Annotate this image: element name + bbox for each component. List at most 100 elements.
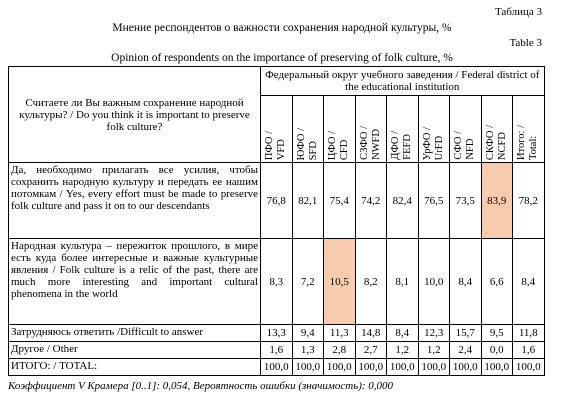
column-label-ru: УрФО / — [421, 126, 433, 160]
column-label: ЦФО / CFD — [327, 131, 351, 160]
row-label: Народная культура – пережиток прошлого, … — [8, 238, 261, 325]
cell: 2,8 — [323, 341, 356, 359]
footnote: Коэффициент V Крамера [0..1]: 0,054, Вер… — [8, 380, 394, 392]
cell: 0,0 — [480, 341, 513, 359]
cell: 14,8 — [354, 324, 387, 342]
cell: 8,3 — [260, 238, 293, 325]
cell: 8,1 — [386, 238, 419, 325]
column-label: ЮФО / SFD — [296, 128, 320, 160]
column-label-ru: СКФО / — [484, 124, 496, 160]
cell: 6,6 — [480, 238, 513, 325]
table-row: ИТОГО: / TOTAL: 100,0 100,0 100,0 100,0 100,0… — [8, 358, 545, 376]
column-label-en: FEFD — [402, 134, 414, 160]
cell: 2,4 — [449, 341, 482, 359]
column-header: ЮФО / SFD — [291, 95, 324, 163]
cell: 11,8 — [512, 324, 545, 342]
column-label-en: VFD — [276, 138, 288, 160]
cell: 82,1 — [291, 162, 324, 239]
column-label-en: NFD — [465, 138, 477, 160]
cell: 9,4 — [291, 324, 324, 342]
cell: 7,2 — [291, 238, 324, 325]
column-label-en: Total: — [528, 135, 540, 160]
cell: 12,3 — [417, 324, 450, 342]
cell: 82,4 — [386, 162, 419, 239]
row-label: Да, необходимо прилагать все усилия, что… — [8, 162, 261, 239]
column-label-ru: ЮФО / — [295, 127, 307, 160]
title: Мнение респондентов о важности сохранени… — [112, 22, 452, 34]
column-label-ru: СЗФО / — [358, 126, 370, 160]
cell: 8,4 — [386, 324, 419, 342]
table-row: Да, необходимо прилагать все усилия, что… — [8, 162, 545, 239]
cell: 78,2 — [512, 162, 545, 239]
cell: 13,3 — [260, 324, 293, 342]
column-header: ПФО / VFD — [260, 95, 293, 163]
cell: 75,4 — [323, 162, 356, 239]
column-label-en: NWFD — [370, 129, 382, 160]
row-label: ИТОГО: / TOTAL: — [8, 358, 261, 376]
column-label-ru: ЦФО / — [327, 130, 339, 160]
column-header: СФО / NFD — [449, 95, 482, 163]
column-label: УрФО / UrFD — [422, 127, 446, 160]
cell: 8,2 — [354, 238, 387, 325]
cell: 100,0 — [449, 358, 482, 376]
cell: 1,2 — [417, 341, 450, 359]
cell: 10,0 — [417, 238, 450, 325]
cell: 1,6 — [512, 341, 545, 359]
column-header: СЗФО / NWFD — [354, 95, 387, 163]
cell: 1,6 — [260, 341, 293, 359]
caption: Таблица 3 — [494, 6, 542, 18]
group-header: Федеральный округ учебного заведения / F… — [260, 66, 545, 96]
cell: 100,0 — [386, 358, 419, 376]
cell: 100,0 — [354, 358, 387, 376]
column-label: СФО / NFD — [453, 131, 477, 160]
column-header: УрФО / UrFD — [417, 95, 450, 163]
column-label: СЗФО / NWFD — [359, 126, 383, 160]
column-header: Итого: / Total: — [512, 95, 545, 163]
cell: 76,5 — [417, 162, 450, 239]
cell: 1,2 — [386, 341, 419, 359]
row-label: Другое / Other — [8, 341, 261, 359]
question: Считаете ли Вы важным сохранение народно… — [8, 66, 261, 163]
caption: Table 3 — [509, 37, 542, 49]
table-row: Народная культура – пережиток прошлого, … — [8, 238, 545, 325]
column-header: ДФО / FEFD — [386, 95, 419, 163]
table-row: Другое / Other 1,6 1,3 2,8 2,7 1,2 1,2 2,4 0,0 1,… — [8, 341, 545, 359]
cell: 10,5 — [323, 238, 356, 325]
cell: 15,7 — [449, 324, 482, 342]
cell: 100,0 — [291, 358, 324, 376]
cell: 2,7 — [354, 341, 387, 359]
column-label: ПФО / VFD — [264, 131, 288, 160]
cell: 8,4 — [449, 238, 482, 325]
row-label: Затрудняюсь ответить /Difficult to answe… — [8, 324, 261, 342]
cell: 100,0 — [480, 358, 513, 376]
column-header: ЦФО / CFD — [323, 95, 356, 163]
column-label-en: NCFD — [496, 131, 508, 160]
column-label-ru: ДФО / — [390, 131, 402, 160]
column-label-en: CFD — [339, 139, 351, 160]
cell: 1,3 — [291, 341, 324, 359]
column-label: ДФО / FEFD — [390, 131, 414, 160]
table-body: Да, необходимо прилагать все усилия, что… — [8, 162, 545, 376]
cell: 100,0 — [323, 358, 356, 376]
column-label-en: SFD — [307, 140, 319, 160]
column-label-en: UrFD — [433, 135, 445, 160]
table-row: Затрудняюсь ответить /Difficult to answe… — [8, 324, 545, 342]
title: Opinion of respondents on the importance… — [111, 52, 453, 64]
column-label-ru: Итого: / — [516, 124, 528, 160]
cell: 11,3 — [323, 324, 356, 342]
cell: 74,2 — [354, 162, 387, 239]
table: Считаете ли Вы важным сохранение народно… — [8, 66, 545, 376]
cell: 83,9 — [480, 162, 513, 239]
cell: 100,0 — [260, 358, 293, 376]
column-header: СКФО / NCFD — [480, 95, 513, 163]
cell: 8,4 — [512, 238, 545, 325]
header-row: ПФО / VFD ЮФО / SFD ЦФО / CFD СЗФО / NWFD ДФО / F… — [9, 95, 545, 163]
column-label: СКФО / NCFD — [485, 125, 509, 160]
column-label-ru: ПФО / — [264, 130, 276, 160]
header-row: Считаете ли Вы важным сохранение народно… — [8, 66, 545, 163]
column-label: Итого: / Total: — [516, 125, 540, 160]
cell: 100,0 — [417, 358, 450, 376]
cell: 100,0 — [512, 358, 545, 376]
cell: 9,5 — [480, 324, 513, 342]
